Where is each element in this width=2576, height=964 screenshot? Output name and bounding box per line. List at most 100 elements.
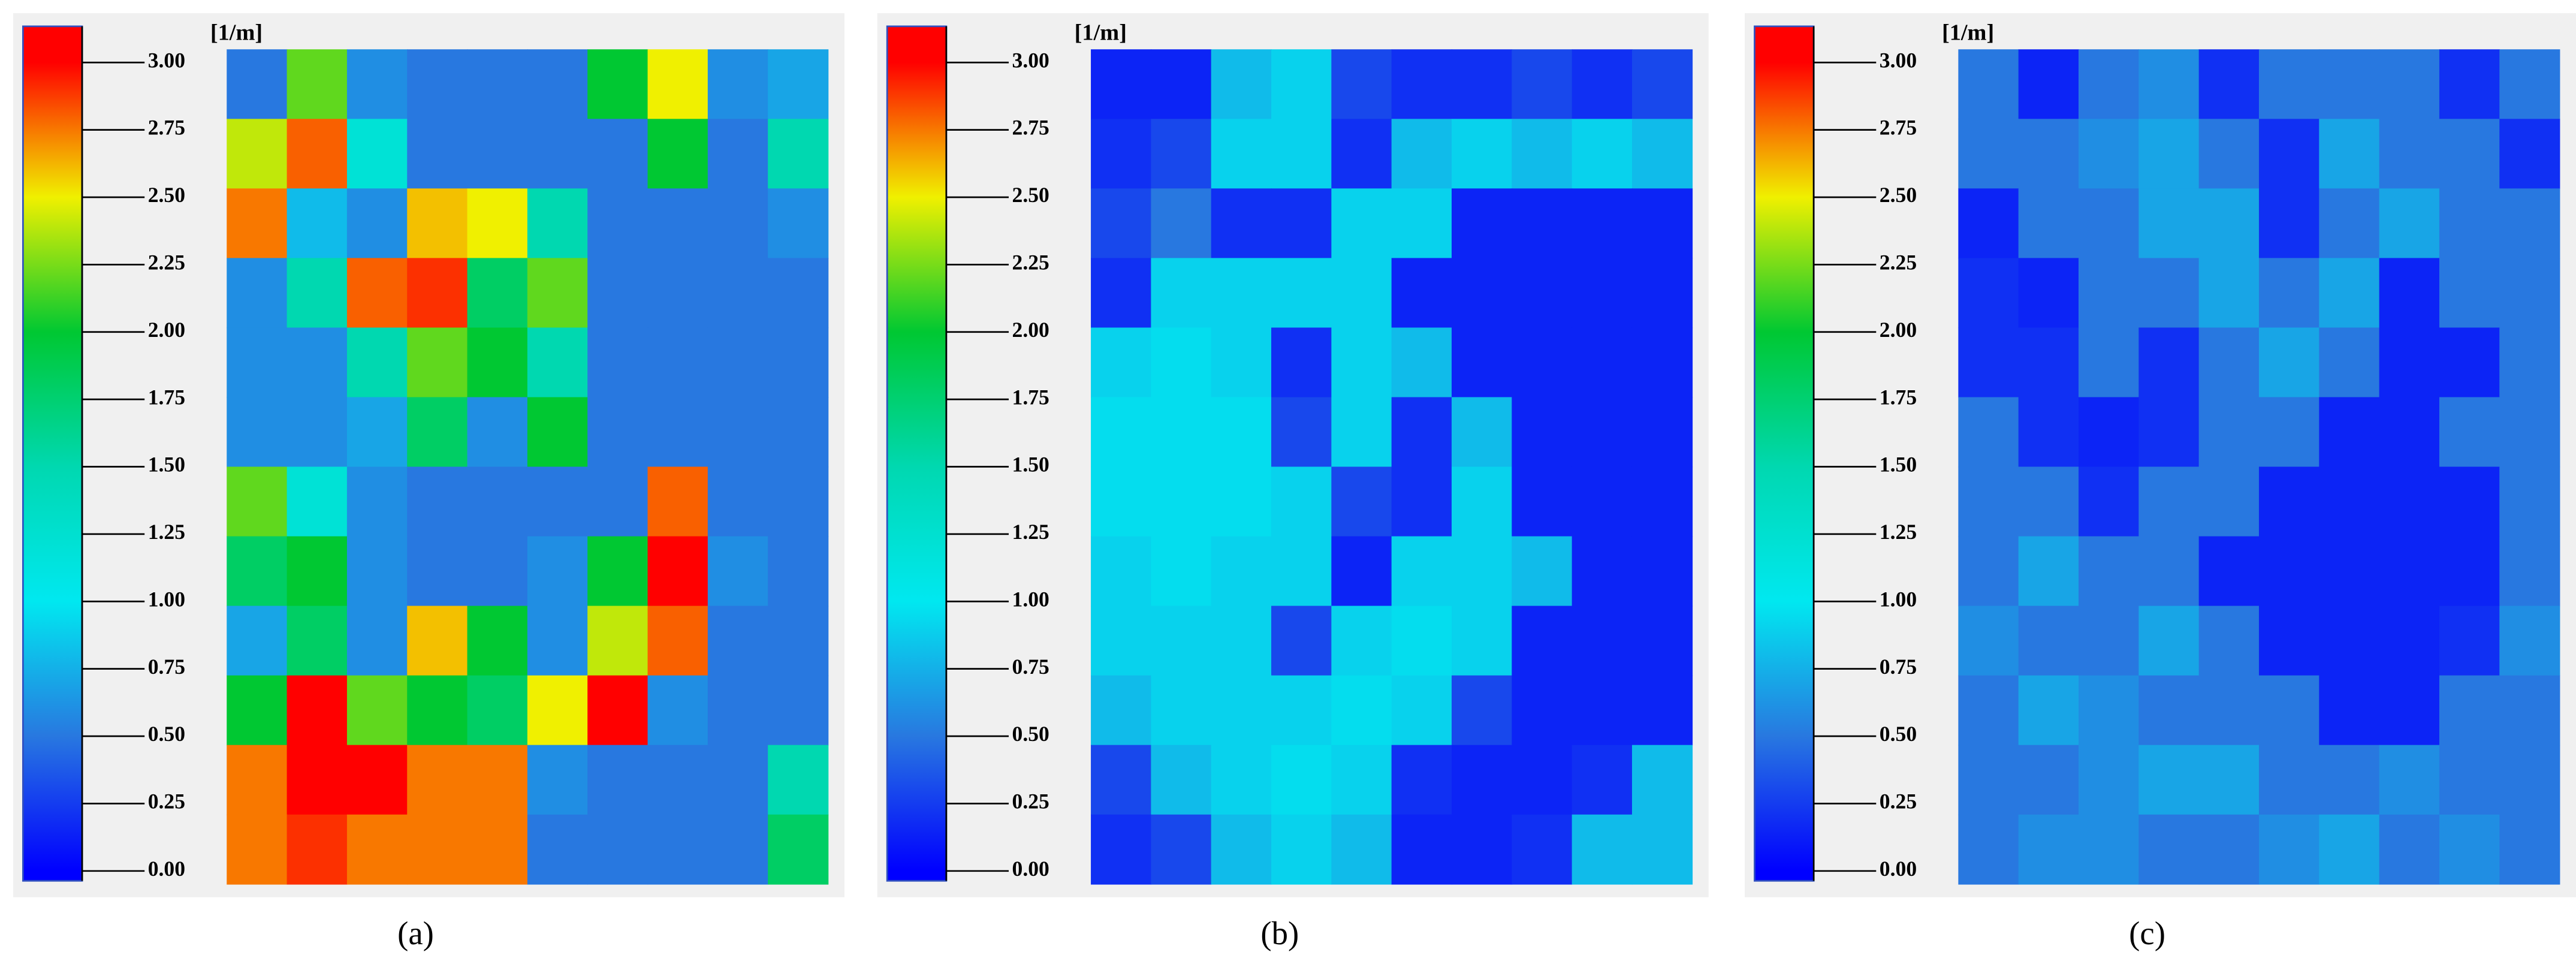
heatmap-cell — [1512, 397, 1573, 468]
heatmap-cell — [2018, 745, 2079, 815]
heatmap-cell — [587, 327, 648, 398]
heatmap-cell — [647, 814, 708, 885]
heatmap-cell — [2079, 675, 2140, 746]
heatmap-cell — [1271, 814, 1332, 885]
colorbar-tick-label: 0.50 — [1880, 722, 1917, 746]
heatmap-cell — [1271, 466, 1332, 537]
heatmap-cell — [2319, 745, 2380, 815]
heatmap-cell — [2138, 327, 2200, 398]
heatmap-cell — [2018, 258, 2079, 329]
heatmap-cell — [2018, 327, 2079, 398]
colorbar-tick-label: 3.00 — [1880, 48, 1917, 72]
heatmap-cell — [2079, 188, 2140, 259]
heatmap-cell — [647, 397, 708, 468]
heatmap-cell — [1512, 188, 1573, 259]
heatmap-cell — [1211, 397, 1272, 468]
colorbar-tick-label: 2.25 — [148, 251, 185, 275]
heatmap-cell — [1271, 188, 1332, 259]
heatmap-cell — [1452, 188, 1513, 259]
heatmap-cell — [1331, 188, 1392, 259]
heatmap-cell — [2439, 745, 2500, 815]
heatmap-cell — [768, 327, 829, 398]
heatmap-cell — [407, 745, 468, 815]
heatmap-cell — [2499, 327, 2560, 398]
panel: 0.00 0.25 0.50 0.75 1.00 1.25 1.50 1.75 2.00 2.25… — [1745, 13, 2576, 951]
heatmap-cell — [2018, 119, 2079, 189]
heatmap-cell — [768, 119, 829, 189]
heatmap-cell — [467, 814, 528, 885]
heatmap-cell — [407, 536, 468, 607]
heatmap-cell — [2499, 536, 2560, 607]
colorbar-tick-label: 1.50 — [1012, 453, 1049, 477]
heatmap-cell — [2258, 119, 2320, 189]
heatmap-cell — [467, 605, 528, 676]
heatmap-cell — [1391, 466, 1452, 537]
heatmap-cell — [1571, 397, 1633, 468]
heatmap-cell — [2319, 49, 2380, 120]
heatmap-cell — [286, 258, 348, 329]
heatmap-cell — [707, 605, 768, 676]
heatmap-cell — [286, 49, 348, 120]
heatmap-cell — [1571, 119, 1633, 189]
heatmap-cell — [587, 397, 648, 468]
heatmap-cell — [587, 258, 648, 329]
heatmap-cell — [647, 745, 708, 815]
heatmap-cell — [527, 814, 589, 885]
heatmap-cell — [768, 188, 829, 259]
heatmap-cell — [527, 327, 589, 398]
colorbar-title: [1/m] — [1075, 20, 1127, 45]
heatmap-cell — [2258, 188, 2320, 259]
heatmap-cell — [2138, 49, 2200, 120]
heatmap-cell — [227, 745, 288, 815]
heatmap-cell — [346, 188, 408, 259]
heatmap-cell — [1571, 466, 1633, 537]
heatmap-cell — [1151, 188, 1212, 259]
heatmap-cell — [2499, 188, 2560, 259]
heatmap-cell — [1512, 466, 1573, 537]
heatmap-cell — [1211, 675, 1272, 746]
heatmap-cell — [2018, 675, 2079, 746]
heatmap-cell — [2138, 536, 2200, 607]
heatmap-cell — [1512, 258, 1573, 329]
heatmap-cell — [227, 397, 288, 468]
heatmap-cell — [587, 49, 648, 120]
heatmap-cell — [1211, 119, 1272, 189]
colorbar-tick-label: 0.00 — [148, 857, 185, 881]
heatmap-cell — [1452, 536, 1513, 607]
heatmap-cell — [707, 49, 768, 120]
heatmap-cell — [227, 119, 288, 189]
heatmap-cell — [2439, 814, 2500, 885]
heatmap-cell — [2018, 188, 2079, 259]
colorbar-tick-label: 1.75 — [1880, 385, 1917, 409]
heatmap-cell — [1452, 675, 1513, 746]
heatmap-cell — [1211, 466, 1272, 537]
heatmap-cell — [407, 119, 468, 189]
heatmap-cell — [1571, 536, 1633, 607]
colorbar-tick-label: 0.00 — [1012, 857, 1049, 881]
colorbar-tick-label: 0.25 — [1880, 790, 1917, 814]
heatmap-cell — [2439, 49, 2500, 120]
heatmap-cell — [467, 675, 528, 746]
heatmap-cell — [1958, 119, 2019, 189]
heatmap-cell — [1512, 119, 1573, 189]
heatmap-cell — [1512, 675, 1573, 746]
colorbar-tick-label: 2.00 — [1880, 318, 1917, 342]
heatmap-cell — [1151, 536, 1212, 607]
heatmap-cell — [1631, 258, 1693, 329]
heatmap-cell — [2319, 188, 2380, 259]
heatmap-cell — [2379, 814, 2440, 885]
heatmap-cell — [2198, 466, 2260, 537]
heatmap-cell — [1958, 397, 2019, 468]
heatmap-cell — [2379, 327, 2440, 398]
colorbar-tick-label: 2.00 — [1012, 318, 1049, 342]
heatmap-cell — [1391, 188, 1452, 259]
heatmap-cell — [346, 119, 408, 189]
heatmap-cell — [2079, 814, 2140, 885]
heatmap-cell — [346, 49, 408, 120]
heatmap-cell — [1452, 397, 1513, 468]
heatmap-cell — [1958, 188, 2019, 259]
heatmap-cell — [707, 119, 768, 189]
heatmap-cell — [2258, 397, 2320, 468]
heatmap-cell — [1271, 397, 1332, 468]
heatmap-cell — [227, 49, 288, 120]
